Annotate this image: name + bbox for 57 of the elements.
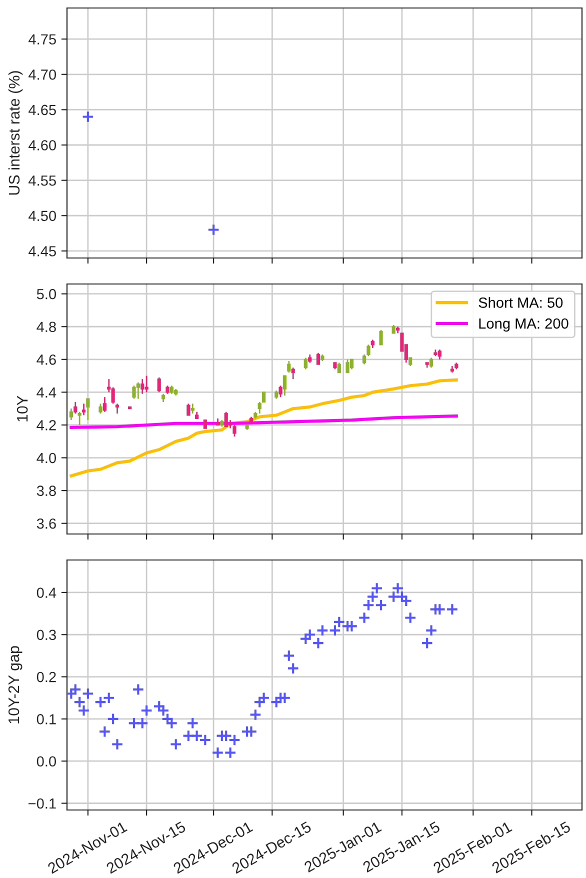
y-tick-label: −0.1 [28, 798, 56, 809]
candlestick [350, 358, 354, 370]
y-tick-label: 4.65 [28, 104, 56, 116]
y-tick-label: 4.60 [28, 140, 56, 150]
candlestick [140, 378, 144, 395]
candlestick [287, 360, 291, 374]
y-tick-label: 0.2 [36, 672, 56, 682]
y-tick-label: 0.4 [36, 588, 56, 598]
candlestick [346, 358, 350, 374]
y-tick-label: 0.1 [36, 714, 56, 724]
y-tick-label: 4.55 [28, 176, 56, 186]
candlestick [291, 366, 295, 380]
y-tick-label: 4.70 [28, 69, 56, 80]
legend-label: Long MA: 200 [479, 318, 568, 332]
y-tick-label: 4.50 [28, 210, 56, 222]
candlestick [429, 357, 434, 368]
y-tick-label: 4.2 [36, 420, 56, 430]
y-tick-label: 4.0 [36, 452, 56, 464]
y-tick-label: 4.6 [36, 354, 56, 365]
y-tick-label: 4.4 [36, 387, 56, 398]
candlestick [304, 357, 308, 370]
candlestick [278, 384, 282, 398]
candlestick [98, 402, 102, 414]
y-tick-label: 4.75 [28, 34, 56, 44]
y-axis-title: US interst rate (%) [8, 71, 23, 195]
candlestick [115, 402, 120, 414]
candlestick [82, 402, 86, 416]
y-axis-title: 10Y-2Y gap [8, 646, 22, 724]
candlestick [144, 375, 148, 393]
candlestick [132, 384, 136, 400]
candlestick [438, 348, 442, 360]
line-series [70, 378, 458, 478]
candlestick [316, 352, 320, 366]
y-tick-label: 4.8 [36, 322, 56, 332]
y-tick-label: 0.3 [36, 630, 56, 640]
y-tick-label: 3.6 [36, 518, 56, 529]
candlestick [136, 382, 140, 400]
candlestick [102, 396, 106, 413]
line-series [70, 414, 458, 429]
candlestick [282, 375, 287, 396]
legend-label: Short MA: 50 [478, 297, 563, 308]
y-tick-label: 4.45 [28, 246, 56, 256]
candlestick [69, 408, 73, 421]
candlestick [157, 376, 161, 393]
y-tick-label: 0.0 [36, 756, 56, 767]
candlestick [86, 398, 90, 421]
candlestick [224, 411, 228, 428]
y-tick-label: 5.0 [36, 288, 56, 300]
candlestick [232, 424, 236, 438]
candlestick [337, 362, 341, 374]
candlestick [78, 411, 82, 426]
candlestick [190, 402, 194, 414]
y-axis-title: 10Y [16, 396, 28, 422]
candlestick [379, 329, 383, 346]
candlestick [186, 402, 190, 416]
y-tick-label: 3.8 [36, 486, 56, 496]
candlestick [74, 401, 78, 414]
